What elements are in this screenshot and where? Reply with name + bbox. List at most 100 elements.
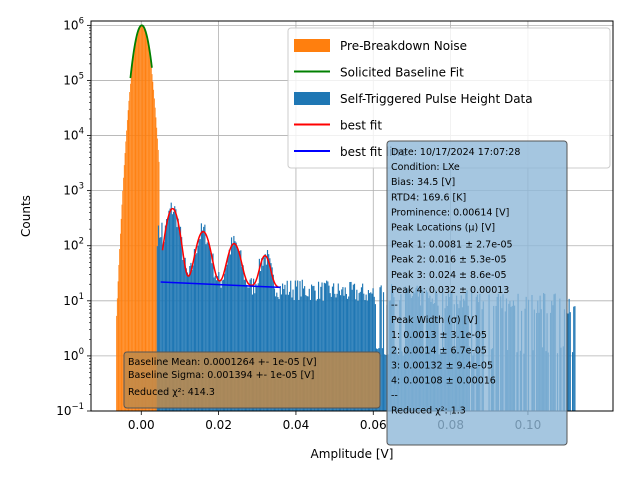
pulse-hist-bar bbox=[262, 265, 264, 411]
pulse-hist-bar bbox=[197, 245, 199, 411]
pulse-hist-bar bbox=[176, 227, 178, 411]
legend-label: Solicited Baseline Fit bbox=[340, 66, 464, 80]
noise-hist-bar bbox=[117, 281, 119, 411]
pulse-hist-bar bbox=[574, 306, 576, 411]
pulse-hist-bar bbox=[167, 218, 169, 411]
pulse-hist-bar bbox=[234, 241, 236, 411]
pulse-hist-bar bbox=[382, 292, 385, 411]
pulse-hist-bar bbox=[266, 250, 269, 411]
pulse-hist-bar bbox=[380, 285, 382, 411]
pulse-hist-bar bbox=[171, 214, 173, 411]
noise-hist-bar bbox=[150, 60, 151, 411]
legend-label: Pre-Breakdown Noise bbox=[340, 39, 467, 53]
legend-swatch bbox=[294, 92, 330, 105]
noise-hist-bar bbox=[119, 249, 120, 411]
fit-curves bbox=[129, 24, 281, 289]
x-axis-label: Amplitude [V] bbox=[311, 447, 394, 461]
noise-hist-bar bbox=[130, 83, 131, 411]
pulse-hist-bar bbox=[169, 208, 171, 411]
pulse-hist-bar bbox=[215, 280, 218, 411]
pulse-hist-bar bbox=[264, 253, 266, 411]
pulse-hist-bar bbox=[200, 223, 202, 411]
pulse-hist-bar bbox=[174, 206, 176, 411]
noise-hist-bar bbox=[150, 67, 152, 411]
pulse-hist-bar bbox=[204, 224, 206, 411]
noise-hist-bar bbox=[125, 141, 127, 411]
noise-hist-bar bbox=[145, 33, 147, 411]
pulse-hist-bar bbox=[313, 285, 315, 411]
pulse-hist-bar bbox=[235, 242, 237, 411]
pulse-hist-bar bbox=[248, 287, 250, 411]
y-tick-label: 101 bbox=[63, 292, 84, 308]
pulse-hist-bar bbox=[198, 239, 200, 411]
pulse-hist-bar bbox=[181, 237, 183, 411]
pulse-hist-bar bbox=[344, 287, 346, 411]
noise-hist-bar bbox=[127, 110, 129, 411]
pulse-hist-bar bbox=[304, 286, 306, 411]
pulse-hist-bar bbox=[232, 245, 234, 411]
y-tick-label: 103 bbox=[63, 182, 84, 198]
info-box-line: 4: 0.00108 ± 0.00016 bbox=[391, 376, 496, 387]
info-box-line: Peak Locations (μ) [V] bbox=[391, 223, 495, 234]
noise-hist-bar bbox=[124, 153, 126, 411]
pulse-hist-bar bbox=[353, 283, 356, 411]
noise-hist-bar bbox=[132, 62, 134, 411]
x-tick-label: 0.04 bbox=[283, 418, 310, 432]
pulse-hist-bar bbox=[230, 237, 233, 411]
pulse-hist-bar bbox=[328, 285, 330, 411]
noise-hist-bar bbox=[116, 298, 118, 411]
noise-hist-bar bbox=[120, 233, 121, 411]
noise-hist-bar bbox=[122, 190, 124, 411]
noise-hist-bar bbox=[121, 204, 123, 411]
noise-hist-bar bbox=[152, 81, 154, 411]
pulse-hist-bar bbox=[183, 259, 185, 411]
baseline-box-frame bbox=[123, 351, 381, 409]
noise-hist-bar bbox=[130, 76, 132, 411]
pulse-hist-bar bbox=[320, 286, 322, 411]
noise-hist-bar bbox=[141, 25, 143, 411]
pulse-hist-bar bbox=[288, 291, 291, 411]
pulse-hist-bar bbox=[240, 250, 242, 411]
pulse-hist-bar bbox=[199, 239, 201, 411]
noise-hist-bar bbox=[144, 30, 146, 411]
noise-hist-bar bbox=[137, 34, 138, 411]
pulse-hist-bar bbox=[308, 288, 310, 411]
pulse-hist-bar bbox=[207, 240, 209, 411]
pulse-hist-bar bbox=[236, 247, 238, 411]
peak-info-box: Date: 10/17/2024 17:07:28 Condition: LXe B… bbox=[386, 140, 568, 446]
pulse-hist-bar bbox=[301, 279, 303, 411]
pulse-hist-bar bbox=[208, 245, 211, 411]
baseline-stats-box: Baseline Mean: 0.0001264 +- 1e-05 [V] Bas… bbox=[123, 351, 381, 409]
pulse-hist-bar bbox=[193, 249, 196, 411]
x-tick-label: 0.02 bbox=[205, 418, 232, 432]
plot-frame bbox=[90, 20, 614, 412]
pulse-hist-bar bbox=[189, 266, 191, 411]
pulse-hist-bar bbox=[257, 283, 259, 411]
pulse-hist-bar bbox=[203, 226, 205, 411]
pulse-hist-bar bbox=[222, 279, 225, 411]
pulse-hist-bar bbox=[226, 264, 228, 411]
x-tick-label: 0.00 bbox=[128, 418, 155, 432]
y-tick-label: 106 bbox=[63, 16, 84, 32]
pulse-hist-bar bbox=[261, 258, 263, 411]
pulse-hist-bar bbox=[294, 280, 296, 411]
noise-hist-bar bbox=[129, 92, 131, 411]
y-tick-label: 100 bbox=[63, 347, 84, 363]
pulse-hist-bar bbox=[188, 274, 190, 411]
noise-hist-bar bbox=[120, 218, 122, 411]
pulse-hist-bar bbox=[269, 258, 271, 411]
info-box-line: Peak 4: 0.032 ± 0.00013 bbox=[391, 285, 509, 296]
pulse-hist-bar bbox=[182, 259, 184, 411]
pulse-hist-bar bbox=[367, 290, 370, 411]
pulse-hist-bar bbox=[239, 251, 241, 411]
best-fit-curve bbox=[161, 207, 279, 288]
noise-hist-bar bbox=[140, 26, 141, 411]
best-fit-line bbox=[160, 281, 281, 289]
y-tick-label: 10−1 bbox=[56, 402, 84, 418]
pulse-hist-bar bbox=[311, 284, 313, 411]
pulse-hist-bar bbox=[217, 276, 219, 411]
pulse-hist-bar bbox=[211, 263, 213, 411]
pulse-hist-bar bbox=[170, 202, 172, 411]
pulse-hist-bar bbox=[244, 276, 247, 411]
pulse-hist-bar bbox=[227, 255, 229, 411]
